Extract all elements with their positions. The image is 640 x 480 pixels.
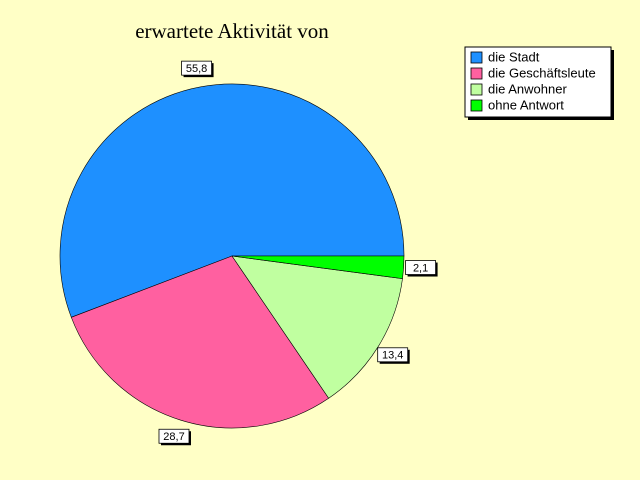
legend-label: die Geschäftsleute — [488, 65, 596, 80]
legend-swatch — [470, 99, 483, 112]
legend-swatch — [470, 83, 483, 96]
legend-label: ohne Antwort — [488, 97, 564, 112]
label-box — [181, 60, 212, 76]
chart-title: erwartete Aktivität von — [135, 19, 329, 43]
legend — [464, 46, 612, 118]
data-label: 28,7 — [163, 431, 184, 443]
data-label: 2,1 — [413, 262, 428, 274]
data-label: 13,4 — [382, 350, 403, 362]
legend-swatch — [470, 67, 483, 80]
pie-slice — [231, 255, 403, 399]
legend-label: die Stadt — [488, 49, 540, 64]
label-box — [158, 428, 190, 444]
legend-swatch — [470, 51, 483, 64]
pie-slice — [70, 255, 330, 429]
legend-label: die Anwohner — [488, 81, 567, 96]
data-label: 55,8 — [186, 63, 207, 75]
label-box — [377, 347, 409, 363]
label-box — [405, 260, 436, 275]
pie-slice — [59, 83, 405, 318]
pie-slice — [231, 255, 405, 279]
